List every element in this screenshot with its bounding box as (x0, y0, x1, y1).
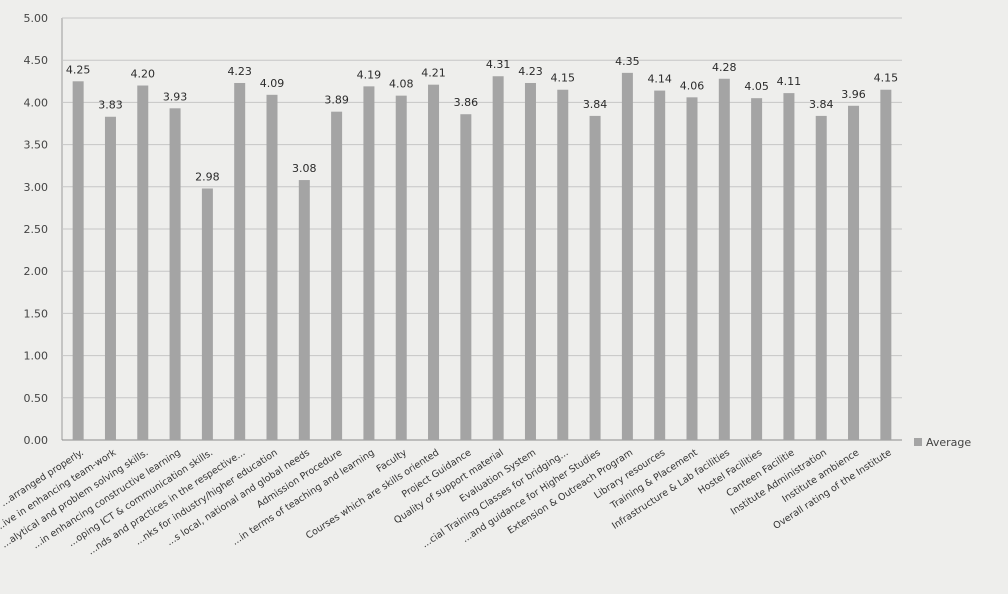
y-axis-ticks: 0.00 0.50 1.00 1.50 2.00 2.50 3.00 3.50 4.00 4.50… (24, 12, 49, 447)
bar (718, 78, 730, 440)
bar (363, 86, 375, 440)
legend-label: Average (926, 436, 971, 449)
bar (654, 90, 666, 441)
data-label: 3.93 (163, 90, 188, 103)
bar (460, 114, 472, 440)
bar (848, 105, 860, 440)
data-label: 3.83 (98, 99, 123, 112)
data-label: 4.19 (357, 68, 382, 81)
data-label: 2.98 (195, 170, 220, 183)
bar (524, 82, 536, 440)
data-label: 4.11 (777, 75, 802, 88)
data-label: 4.31 (486, 58, 511, 71)
bar (395, 95, 407, 440)
bar (104, 116, 116, 441)
y-tick-label: 1.50 (24, 307, 49, 320)
data-label: 3.84 (583, 98, 608, 111)
bar (266, 94, 278, 440)
data-label: 4.21 (421, 67, 446, 80)
bar (589, 115, 601, 441)
bar (751, 98, 763, 441)
data-label: 4.20 (131, 68, 156, 81)
y-tick-label: 4.50 (24, 54, 49, 67)
bar (880, 89, 892, 441)
data-label: 4.05 (744, 80, 769, 93)
data-label: 3.89 (324, 94, 349, 107)
y-tick-label: 0.00 (24, 434, 49, 447)
data-label: 4.23 (518, 65, 543, 78)
y-tick-label: 2.00 (24, 265, 49, 278)
data-label: 4.25 (66, 63, 91, 76)
bar (783, 93, 795, 440)
y-tick-label: 1.00 (24, 350, 49, 363)
y-tick-label: 0.50 (24, 392, 49, 405)
y-tick-label: 3.50 (24, 139, 49, 152)
data-label: 3.84 (809, 98, 834, 111)
bar (686, 97, 698, 440)
legend: Average (914, 436, 971, 449)
bar (815, 115, 827, 441)
bar (428, 84, 440, 441)
bar (234, 82, 246, 440)
data-label: 4.08 (389, 78, 414, 91)
data-label: 4.23 (227, 65, 252, 78)
bar (298, 180, 310, 440)
data-label: 4.09 (260, 77, 285, 90)
bar (492, 76, 504, 441)
bar (331, 111, 343, 441)
x-axis-ticks: ...arranged properly....ive in enhancing… (0, 447, 894, 557)
bar (72, 81, 84, 441)
y-tick-label: 5.00 (24, 12, 49, 25)
bar (201, 188, 213, 440)
bar (557, 89, 569, 441)
y-tick-label: 3.00 (24, 181, 49, 194)
data-label: 4.06 (680, 79, 705, 92)
bars (72, 72, 892, 441)
bar (169, 108, 181, 441)
bar (621, 72, 633, 441)
bar (137, 85, 149, 441)
data-labels: 4.25 3.83 4.20 3.93 2.98 4.23 4.09 3.08 3.89 4.19… (66, 55, 898, 184)
y-tick-label: 4.00 (24, 96, 49, 109)
legend-swatch (914, 438, 922, 446)
data-label: 4.35 (615, 55, 640, 68)
data-label: 3.08 (292, 162, 317, 175)
data-label: 4.15 (551, 72, 576, 85)
data-label: 3.96 (841, 88, 866, 101)
data-label: 4.15 (874, 72, 899, 85)
data-label: 3.86 (454, 96, 479, 109)
y-tick-label: 2.50 (24, 223, 49, 236)
data-label: 4.28 (712, 61, 737, 74)
data-label: 4.14 (647, 73, 672, 86)
